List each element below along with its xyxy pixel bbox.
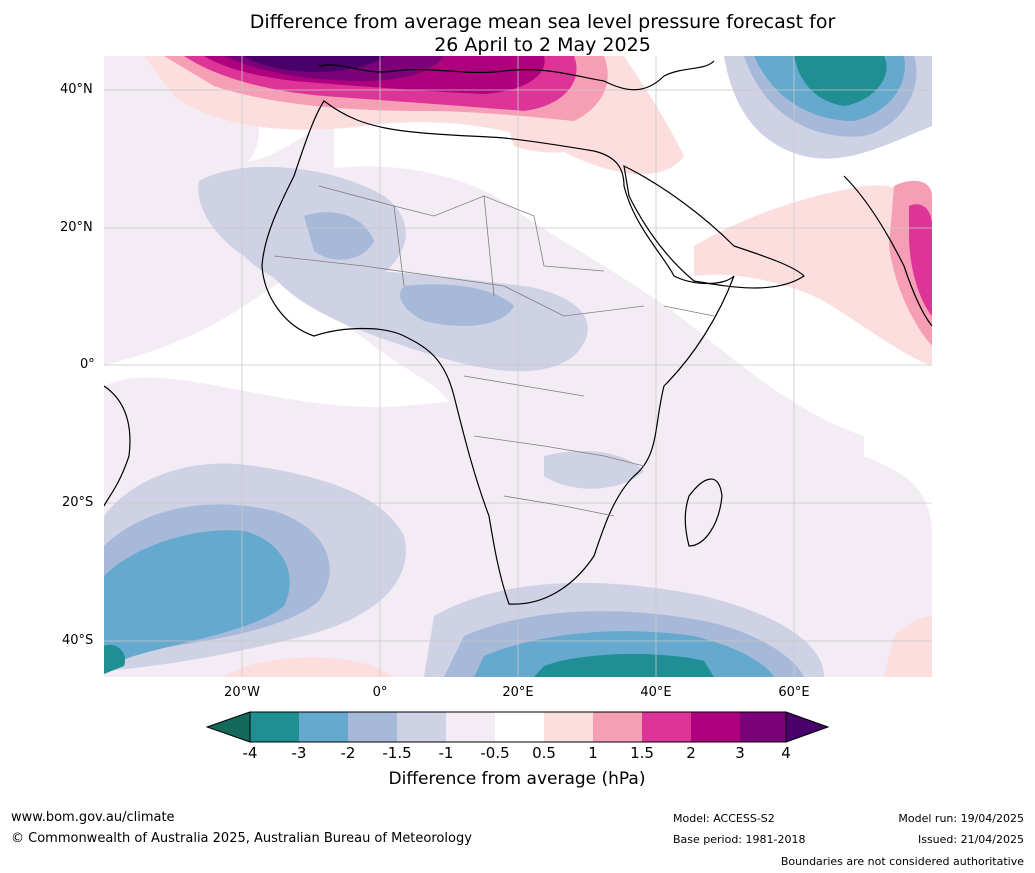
colorbar-bin-1-15 (593, 712, 642, 742)
footer-issued: Issued: 21/04/2025 (917, 833, 1024, 846)
map-title-line-2: 26 April to 2 May 2025 (434, 34, 651, 56)
fill-neg1-atlantic (198, 166, 406, 292)
fill-neg15-west (304, 212, 374, 260)
footer-website: www.bom.gov.au/climate (11, 810, 175, 825)
colorbar-bin-neg1-neg05 (446, 712, 495, 742)
fill-neg1-madagascar (544, 451, 644, 489)
fill-neg3-ne (794, 56, 887, 106)
lat-label-40s: 40°S (62, 633, 94, 648)
fill-pos05-sw (224, 657, 394, 677)
country-borders (273, 185, 715, 517)
fill-pos4-europe (244, 56, 384, 72)
lat-label-20s: 20°S (62, 495, 94, 510)
colorbar-tick: 3 (735, 744, 745, 762)
map-title-line-1: Difference from average mean sea level p… (249, 11, 836, 33)
colorbar-bin-2-3 (691, 712, 740, 742)
colorbar-tick: -3 (291, 744, 307, 762)
fill-neg15-sahel (400, 284, 514, 326)
lon-label-20w: 20°W (224, 685, 260, 700)
colorbar-bin-neg4-neg3 (250, 712, 299, 742)
colorbar-tick: -2 (340, 744, 356, 762)
coast-south-america (104, 385, 131, 507)
lon-label-0: 0° (372, 685, 388, 700)
colorbar-high-extend (785, 711, 830, 743)
lon-label-60e: 60°E (778, 685, 810, 700)
fills-neg3 (104, 56, 887, 677)
fill-pos15-india (909, 204, 932, 316)
graticule (104, 56, 932, 677)
colorbar-tick: -0.5 (480, 744, 510, 762)
colorbar-tick: -1.5 (382, 744, 412, 762)
lon-label-40e: 40°E (640, 685, 672, 700)
colorbar-bin-neg15-neg1 (397, 712, 446, 742)
colorbar-tick: -1 (438, 744, 454, 762)
fills-pos4 (244, 56, 384, 72)
colorbar-tick: -4 (242, 744, 258, 762)
fill-pos05-arabia (694, 185, 932, 366)
coast-madagascar (684, 478, 723, 547)
colorbar-low-extend (206, 711, 251, 743)
colorbar-bin-3-4 (740, 712, 786, 742)
fill-neg3-south-ocean (534, 654, 714, 677)
colorbar-bin-neg3-neg2 (299, 712, 348, 742)
coast-india (843, 175, 932, 327)
footer-copyright: © Commonwealth of Australia 2025, Austra… (11, 831, 472, 846)
fill-pos05-libya (504, 114, 604, 153)
colorbar (206, 711, 830, 743)
colorbar-tick: 0.5 (532, 744, 556, 762)
fill-pos05-se (884, 616, 932, 677)
colorbar-bin-neg05-05 (495, 712, 544, 742)
footer-model-run: Model run: 19/04/2025 (898, 812, 1024, 825)
lat-label-equator: 0° (80, 357, 95, 372)
colorbar-bin-neg2-neg15 (348, 712, 397, 742)
colorbar-bin-15-2 (642, 712, 691, 742)
colorbar-tick: 4 (781, 744, 791, 762)
colorbar-tick: 1 (588, 744, 598, 762)
pressure-anomaly-map (104, 56, 932, 677)
coast-europe (318, 60, 715, 91)
footer-model: Model: ACCESS-S2 (673, 812, 775, 825)
footer-disclaimer: Boundaries are not considered authoritat… (780, 855, 1024, 868)
colorbar-tick: 2 (686, 744, 696, 762)
lon-label-20e: 20°E (502, 685, 534, 700)
lat-label-40n: 40°N (60, 82, 93, 97)
coastlines (104, 60, 932, 605)
fill-neg3-sw-corner (104, 644, 125, 674)
coast-africa (261, 100, 735, 605)
colorbar-bin-05-1 (544, 712, 593, 742)
footer-base-period: Base period: 1981-2018 (673, 833, 806, 846)
coast-arabia (623, 164, 805, 289)
colorbar-label: Difference from average (hPa) (388, 769, 646, 789)
lat-label-20n: 20°N (60, 220, 93, 235)
colorbar-tick: 1.5 (630, 744, 654, 762)
fill-neg2-south-atlantic (104, 530, 290, 666)
